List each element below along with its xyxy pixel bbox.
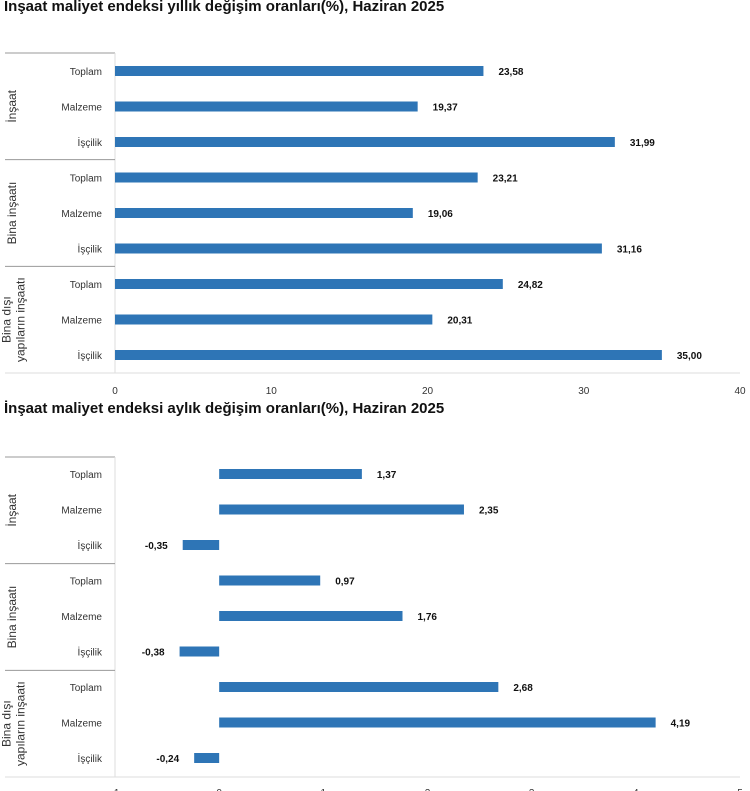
value-label: 1,37 bbox=[377, 470, 397, 481]
bar bbox=[219, 611, 403, 621]
x-tick-label: 0 bbox=[216, 788, 222, 791]
bar bbox=[219, 682, 499, 692]
category-label: Toplam bbox=[70, 174, 102, 185]
group-label: Bina inşaatı bbox=[5, 586, 19, 649]
category-label: Malzeme bbox=[61, 719, 102, 730]
x-tick-label: 5 bbox=[737, 788, 743, 791]
bar bbox=[194, 753, 220, 763]
group-label: Bina dışıyapıların inşaatı bbox=[0, 277, 27, 362]
category-label: Toplam bbox=[70, 280, 102, 291]
value-label: 2,35 bbox=[479, 506, 499, 517]
bar bbox=[219, 717, 656, 728]
group-label: İnşaat bbox=[5, 493, 19, 526]
category-label: İşçilik bbox=[78, 349, 103, 362]
category-label: İşçilik bbox=[78, 539, 103, 552]
category-label: Malzeme bbox=[61, 316, 102, 327]
group-label: Bina inşaatı bbox=[5, 182, 19, 245]
x-tick-label: 3 bbox=[529, 788, 535, 791]
value-label: -0,35 bbox=[145, 541, 168, 552]
chart-title: İnşaat maliyet endeksi aylık değişim ora… bbox=[4, 400, 444, 417]
value-label: 2,68 bbox=[513, 683, 533, 694]
value-label: 31,99 bbox=[630, 138, 655, 149]
value-label: 19,06 bbox=[428, 209, 453, 220]
category-label: İşçilik bbox=[78, 136, 103, 149]
x-tick-label: 30 bbox=[578, 386, 590, 397]
category-label: İşçilik bbox=[78, 243, 103, 256]
bar bbox=[115, 314, 433, 325]
bar bbox=[115, 172, 478, 183]
value-label: -0,38 bbox=[142, 648, 165, 659]
value-label: 35,00 bbox=[677, 351, 702, 362]
value-label: 20,31 bbox=[447, 316, 472, 327]
bar bbox=[115, 137, 615, 147]
bar bbox=[115, 66, 484, 76]
value-label: 23,21 bbox=[493, 174, 518, 185]
chart-title: İnşaat maliyet endeksi yıllık değişim or… bbox=[4, 0, 444, 15]
category-label: İşçilik bbox=[78, 752, 103, 765]
category-label: Malzeme bbox=[61, 103, 102, 114]
category-label: Toplam bbox=[70, 67, 102, 78]
value-label: 1,76 bbox=[418, 612, 438, 623]
category-label: Malzeme bbox=[61, 506, 102, 517]
group-label: İnşaat bbox=[5, 89, 19, 122]
value-label: 24,82 bbox=[518, 280, 543, 291]
x-tick-label: 40 bbox=[734, 386, 746, 397]
bar bbox=[179, 646, 220, 657]
category-label: Toplam bbox=[70, 577, 102, 588]
x-tick-label: 1 bbox=[321, 788, 327, 791]
bar bbox=[115, 101, 418, 112]
group-label: Bina dışıyapıların inşaatı bbox=[0, 681, 27, 766]
value-label: -0,24 bbox=[156, 754, 179, 765]
bar bbox=[115, 350, 662, 360]
bar bbox=[219, 504, 464, 515]
x-tick-label: 20 bbox=[422, 386, 434, 397]
value-label: 31,16 bbox=[617, 245, 642, 256]
x-tick-label: -1 bbox=[111, 788, 120, 791]
value-label: 0,97 bbox=[335, 577, 355, 588]
value-label: 4,19 bbox=[671, 719, 691, 730]
category-label: Malzeme bbox=[61, 612, 102, 623]
value-label: 23,58 bbox=[498, 67, 523, 78]
x-tick-label: 4 bbox=[633, 788, 639, 791]
category-label: Malzeme bbox=[61, 209, 102, 220]
bar bbox=[219, 469, 362, 479]
x-tick-label: 10 bbox=[266, 386, 278, 397]
value-label: 19,37 bbox=[433, 103, 458, 114]
category-label: Toplam bbox=[70, 683, 102, 694]
x-tick-label: 2 bbox=[425, 788, 431, 791]
bar bbox=[115, 279, 503, 289]
bar bbox=[115, 208, 413, 218]
x-tick-label: 0 bbox=[112, 386, 118, 397]
bar bbox=[115, 243, 602, 254]
category-label: Toplam bbox=[70, 470, 102, 481]
bar bbox=[219, 575, 321, 586]
bar bbox=[182, 540, 220, 550]
category-label: İşçilik bbox=[78, 646, 103, 659]
